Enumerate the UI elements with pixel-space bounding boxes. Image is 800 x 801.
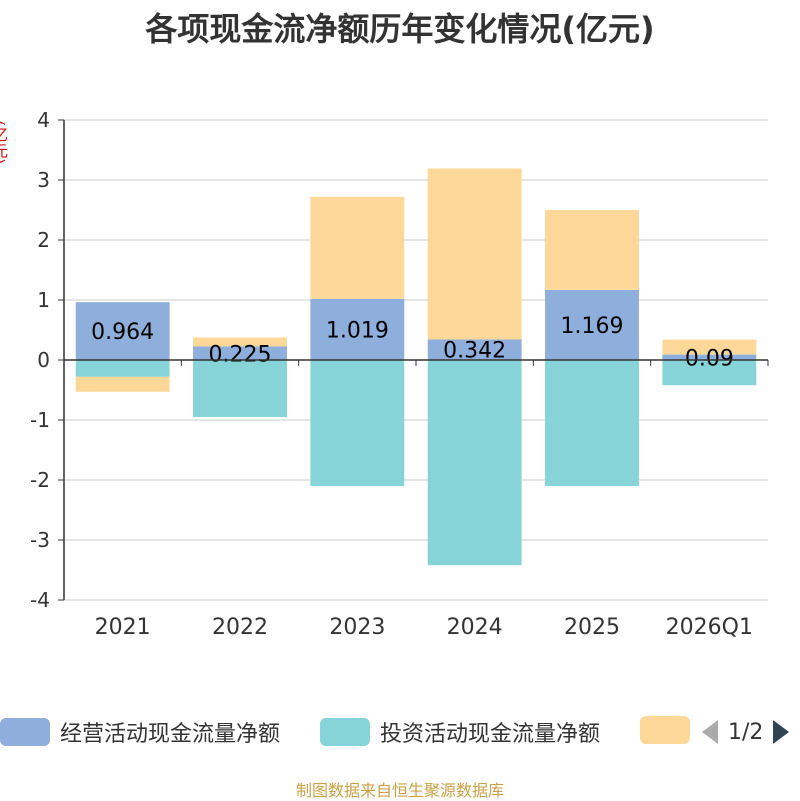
bar-series2-2022 <box>193 360 287 417</box>
bar-series1-2021 <box>75 302 170 360</box>
x-tick-label: 2023 <box>329 615 385 640</box>
x-tick-label: 2021 <box>95 615 151 640</box>
bar-series3-2026Q1 <box>662 339 757 355</box>
legend-item-financing[interactable] <box>640 716 700 744</box>
legend-page-indicator: 1/2 <box>728 719 764 745</box>
y-tick-label: -3 <box>30 528 50 552</box>
data-label-2021: 0.964 <box>91 320 154 345</box>
bar-series2-2024 <box>427 360 522 566</box>
legend-pager: 1/2 <box>700 718 791 746</box>
bar-chart: 4 3 2 1 0 -1 -2 -3 -4 0.964 2021 0.225 2022 1.019 2023… <box>30 108 769 640</box>
bar-series2-2025 <box>545 360 639 486</box>
bar-series3-2021 <box>75 376 170 392</box>
y-tick-label: 3 <box>37 168 50 192</box>
bar-series2-2026Q1 <box>662 360 757 386</box>
y-tick-label: 0 <box>37 348 50 372</box>
data-label-2022: 0.225 <box>209 342 272 367</box>
y-tick-label: 2 <box>37 228 50 252</box>
legend-swatch-operating <box>0 718 50 746</box>
legend-item-investing[interactable]: 投资活动现金流量净额 <box>320 716 600 748</box>
legend-swatch-investing <box>320 718 370 746</box>
legend: 经营活动现金流量净额 投资活动现金流量净额 1/2 <box>0 716 800 756</box>
bar-series1-2025 <box>545 289 639 360</box>
x-tick-label: 2026Q1 <box>666 615 753 640</box>
bar-series1-2026Q1 <box>662 354 757 360</box>
bar-series3-2024 <box>427 168 522 340</box>
bar-series1-2023 <box>310 298 405 360</box>
bar-series3-2025 <box>545 210 639 290</box>
data-label-2023: 1.019 <box>326 318 389 343</box>
triangle-left-icon[interactable] <box>700 718 720 746</box>
x-tick-label: 2022 <box>212 615 268 640</box>
legend-label-investing: 投资活动现金流量净额 <box>380 722 601 747</box>
data-label-2025: 1.169 <box>561 314 624 339</box>
bar-series2-2023 <box>310 360 405 486</box>
y-tick-label: -4 <box>30 588 50 612</box>
legend-swatch-financing <box>640 716 690 744</box>
triangle-right-icon[interactable] <box>771 718 791 746</box>
y-tick-label: -1 <box>30 408 50 432</box>
bar-series3-2022 <box>193 337 287 347</box>
bar-series3-2023 <box>310 196 405 299</box>
y-tick-label: 4 <box>37 108 50 132</box>
x-tick-label: 2024 <box>447 615 503 640</box>
x-tick-label: 2025 <box>564 615 620 640</box>
bar-series1-2022 <box>193 346 287 360</box>
data-source-note: 制图数据来自恒生聚源数据库 <box>295 781 504 800</box>
legend-label-operating: 经营活动现金流量净额 <box>60 722 281 747</box>
y-tick-label: 1 <box>37 288 50 312</box>
chart-title: 各项现金流净额历年变化情况(亿元) <box>145 10 655 48</box>
bar-series2-2021 <box>75 360 170 377</box>
bar-series1-2024 <box>427 339 522 360</box>
data-label-2026Q1: 0.09 <box>685 346 734 371</box>
y-axis-unit: (亿元) <box>0 120 8 165</box>
legend-item-operating[interactable]: 经营活动现金流量净额 <box>0 716 280 748</box>
y-tick-label: -2 <box>30 468 50 492</box>
